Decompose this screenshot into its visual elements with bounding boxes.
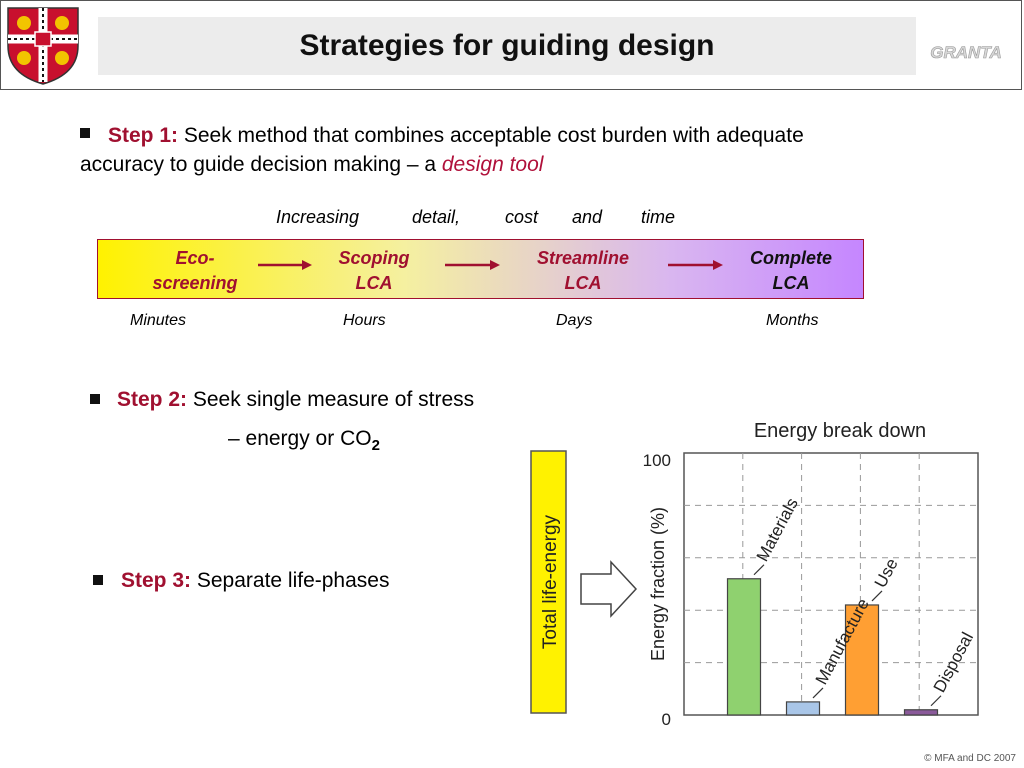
stage-line1: Eco- — [175, 248, 215, 268]
step1-label: Step 1: — [108, 124, 179, 147]
stage-line1: Streamline — [536, 248, 630, 268]
stage-line2: LCA — [564, 273, 602, 293]
stage-line2: LCA — [772, 273, 810, 293]
chart-title: Energy break down — [754, 420, 926, 442]
leader-line — [753, 564, 765, 576]
bullet-icon — [80, 128, 90, 138]
page-title: Strategies for guiding design — [299, 29, 715, 62]
stage-line2: LCA — [355, 273, 393, 293]
university-crest-icon — [7, 7, 79, 85]
stage-bar — [97, 239, 864, 299]
bullet-icon — [90, 394, 100, 404]
y-tick-100: 100 — [643, 451, 671, 470]
step2-sub-text: – energy or CO — [228, 427, 372, 450]
y-tick-0: 0 — [662, 710, 671, 729]
bar-disposal — [903, 709, 939, 716]
step2-text: Seek single measure of stress — [187, 388, 475, 411]
total-life-energy-label: Total life-energy — [540, 514, 561, 649]
step1-paragraph: Step 1: Seek method that combines accept… — [80, 121, 880, 179]
title-band — [98, 17, 916, 75]
bar-manufacture — [785, 701, 821, 716]
y-axis-label: Energy fraction (%) — [648, 507, 668, 661]
bars-group — [726, 578, 939, 716]
open-arrow-icon — [580, 560, 638, 618]
arrowhead-icon — [713, 260, 723, 270]
cost-word: cost — [505, 207, 539, 227]
co2-subscript: 2 — [371, 437, 380, 455]
stage-complete-lca: Complete LCA — [726, 246, 856, 296]
duration-days: Days — [556, 312, 593, 329]
copyright-footer: © MFA and DC 2007 — [924, 753, 1016, 764]
bar-use — [844, 604, 880, 716]
step3-text: Separate life-phases — [191, 569, 390, 592]
stage-line1: Complete — [749, 248, 832, 268]
duration-hours: Hours — [343, 312, 386, 329]
stage-line1: Scoping — [338, 248, 410, 268]
step2-subline: – energy or CO2 — [228, 424, 528, 460]
step2-paragraph: Step 2: Seek single measure of stress — [117, 385, 587, 414]
detail-word: detail, — [412, 207, 461, 227]
leader-line — [812, 687, 824, 699]
duration-months: Months — [766, 312, 819, 329]
leader-line — [930, 695, 942, 707]
step3-paragraph: Step 3: Separate life-phases — [121, 566, 521, 595]
duration-minutes: Minutes — [130, 312, 187, 329]
stage-scoping-lca: Scoping LCA — [314, 246, 434, 296]
stage-eco-screening: Eco- screening — [130, 246, 260, 296]
step2-label: Step 2: — [117, 388, 188, 411]
arrowhead-icon — [490, 260, 500, 270]
stage-streamline-lca: Streamline LCA — [518, 246, 648, 296]
granta-logo-text: GRANTA — [930, 43, 1001, 62]
leader-line — [871, 590, 883, 602]
granta-logo: GRANTA — [930, 43, 1002, 63]
arrowhead-icon — [302, 260, 312, 270]
step3-label: Step 3: — [121, 569, 192, 592]
and-word: and — [572, 207, 603, 227]
step1-emphasis: design tool — [441, 153, 544, 176]
stage-line2: screening — [152, 273, 238, 293]
time-word: time — [641, 207, 676, 227]
total-life-energy-bar — [530, 450, 567, 714]
step1-text: Seek method that combines acceptable cos… — [80, 124, 804, 176]
increasing-word: Increasing — [276, 207, 360, 227]
bullet-icon — [93, 575, 103, 585]
header-frame — [0, 0, 1022, 90]
bar-materials — [726, 578, 762, 716]
